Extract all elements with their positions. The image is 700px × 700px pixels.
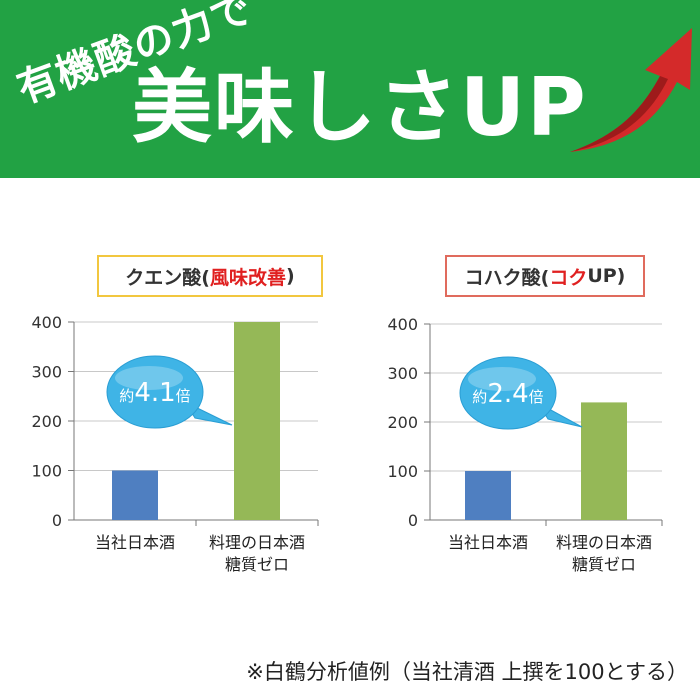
- chart-title: クエン酸(風味改善): [97, 255, 323, 297]
- callout-label: 約4.1倍: [119, 378, 190, 408]
- y-tick-label: 300: [387, 364, 418, 383]
- callout-prefix: 約: [119, 387, 134, 405]
- x-tick-label: 糖質ゼロ: [225, 555, 289, 574]
- y-tick-label: 0: [52, 511, 62, 530]
- callout-suffix: 倍: [529, 388, 544, 406]
- callout-bubble: [106, 355, 204, 429]
- y-tick-label: 0: [408, 511, 418, 530]
- chart-title: コハク酸(コク UP): [445, 255, 645, 297]
- x-tick-label: 料理の日本酒: [209, 533, 305, 552]
- x-tick-label: 当社日本酒: [95, 533, 175, 552]
- x-tick-label: 当社日本酒: [448, 533, 528, 552]
- callout-suffix: 倍: [176, 387, 191, 405]
- y-tick-label: 100: [387, 462, 418, 481]
- banner-title: 美味しさUP: [132, 61, 588, 154]
- footnote: ※白鶴分析値例（当社清酒 上撰を100とする）: [246, 660, 688, 684]
- citric-acid-chart: クエン酸(風味改善) 0 100 200 300 400 当社日本酒 料理の日本酒 糖質ゼロ 約…: [0, 235, 350, 595]
- chart-title-prefix: コハク酸(: [464, 266, 550, 289]
- y-tick-label: 200: [387, 413, 418, 432]
- y-tick-label: 400: [31, 313, 62, 332]
- header-banner: 有機酸の力で 美味しさUP: [0, 0, 700, 178]
- chart-title-highlight: コク: [549, 266, 588, 289]
- red-up-arrow-icon: [570, 28, 692, 152]
- y-tick-label: 200: [31, 412, 62, 431]
- chart-title-highlight: 風味改善: [209, 266, 286, 289]
- bar: [234, 322, 280, 520]
- bar: [581, 402, 627, 520]
- callout-value: 2.4: [487, 379, 528, 409]
- callout-label: 約2.4倍: [472, 379, 543, 409]
- x-tick-label: 料理の日本酒: [556, 533, 652, 552]
- y-tick-label: 400: [387, 315, 418, 334]
- callout-highlight: [115, 366, 183, 390]
- chart-title-suffix: ): [286, 265, 295, 287]
- succinic-acid-chart: コハク酸(コク UP) 0 100 200 300 400 当社日本酒 料理の日本酒 糖質ゼロ 約…: [350, 235, 700, 595]
- chart-title-suffix: UP): [587, 265, 626, 287]
- callout-prefix: 約: [472, 388, 487, 406]
- y-tick-label: 100: [31, 462, 62, 481]
- y-tick-label: 300: [31, 363, 62, 382]
- callout-bubble: [459, 356, 557, 430]
- callout-value: 4.1: [134, 378, 175, 408]
- bar: [465, 471, 511, 520]
- chart-title-prefix: クエン酸(: [125, 266, 210, 289]
- callout-highlight: [468, 367, 536, 391]
- x-tick-label: 糖質ゼロ: [572, 555, 636, 574]
- bar: [112, 470, 158, 520]
